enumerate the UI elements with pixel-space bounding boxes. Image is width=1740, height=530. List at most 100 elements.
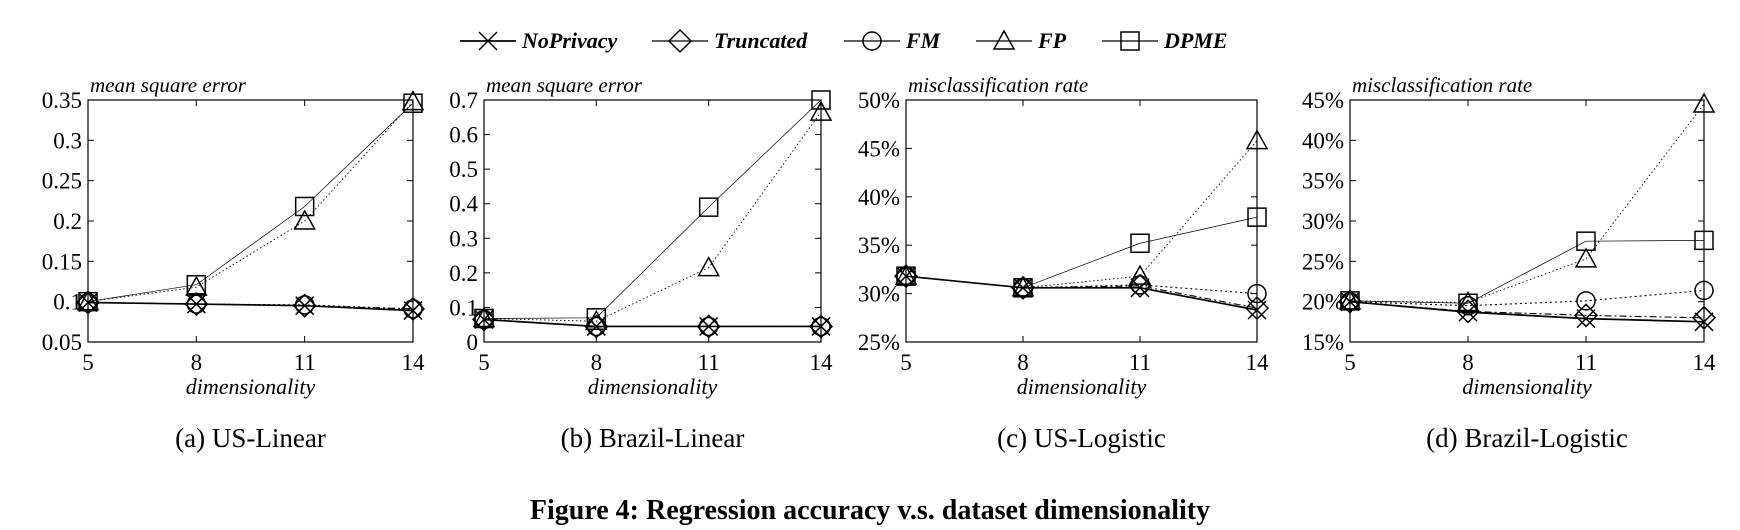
- x-tick-label: 5: [900, 350, 912, 375]
- y-axis-label: misclassification rate: [908, 73, 1088, 97]
- series-fp: [1338, 92, 1716, 312]
- data-point-dpme: [1458, 293, 1478, 314]
- x-tick-label: 11: [294, 350, 316, 375]
- data-point-dpme: [586, 308, 607, 328]
- legend-label-fp: FP: [1037, 28, 1067, 53]
- x-axis-label: dimensionality: [1017, 374, 1147, 399]
- x-tick-label: 8: [591, 350, 603, 375]
- y-tick-label: 20%: [1302, 290, 1344, 315]
- data-point-fm: [1247, 283, 1267, 304]
- legend-marker-fp: [992, 29, 1016, 50]
- chart-panel-b-brazil-linear: 0 0.1 0.2 0.3 0.4 0.5 0.6 0.7 5 8 11 14 mean square …: [449, 73, 834, 453]
- series-noprivacy: [474, 309, 831, 336]
- y-tick-label: 35%: [858, 233, 900, 258]
- y-tick-label: 25%: [858, 330, 900, 355]
- data-point-noprivacy: [1576, 309, 1596, 329]
- data-point-fp: [894, 264, 918, 285]
- data-point-fp: [697, 256, 720, 277]
- data-point-fm: [294, 295, 315, 315]
- data-point-fp: [1245, 129, 1269, 150]
- series-line-noprivacy: [87, 301, 414, 312]
- data-point-truncated: [75, 290, 101, 315]
- data-point-dpme: [1013, 278, 1033, 298]
- data-point-fp: [1338, 289, 1362, 310]
- data-point-fm: [1576, 291, 1596, 311]
- series-dpme: [474, 90, 831, 329]
- x-tick-label: 8: [191, 350, 203, 375]
- y-tick-label: 0.6: [449, 123, 478, 148]
- x-tick-label: 14: [1693, 350, 1717, 375]
- series-line-fp: [1349, 103, 1705, 303]
- series-line-fp: [905, 140, 1258, 289]
- y-axis-label: mean square error: [90, 73, 247, 97]
- series-line-dpme: [483, 99, 822, 319]
- y-tick-label: 0.2: [53, 209, 82, 234]
- y-tick-label: 0.3: [53, 128, 82, 153]
- y-tick-label: 30%: [858, 282, 900, 307]
- data-point-truncated: [808, 314, 834, 339]
- panel-caption: (a) US-Linear: [175, 423, 326, 453]
- y-tick-label: 0.25: [42, 169, 82, 194]
- figure-caption: Figure 4: Regression accuracy v.s. datas…: [530, 495, 1210, 526]
- x-tick-label: 14: [402, 350, 426, 375]
- data-point-dpme: [474, 308, 494, 329]
- x-tick-label: 11: [1575, 350, 1597, 375]
- chart-panel-d-brazil-logistic: 15% 20% 25% 30% 35% 40% 45% 5 8 11 14 misclassifica…: [1302, 73, 1717, 453]
- data-point-fp: [401, 90, 425, 111]
- legend-label-dpme: DPME: [1163, 28, 1228, 53]
- data-point-fp: [185, 275, 208, 296]
- data-point-noprivacy: [1694, 312, 1714, 332]
- data-point-truncated: [184, 292, 209, 317]
- data-point-fm: [811, 316, 831, 337]
- data-point-truncated: [1455, 299, 1481, 324]
- data-point-dpme: [1130, 233, 1150, 254]
- y-tick-label: 0.35: [42, 88, 82, 113]
- data-point-fp: [585, 309, 608, 331]
- y-tick-label: 50%: [858, 88, 900, 113]
- data-point-truncated: [1573, 303, 1599, 328]
- series-noprivacy: [896, 266, 1267, 320]
- legend-item-fm: FM: [844, 28, 942, 53]
- series-fp: [472, 100, 833, 331]
- legend-label-fm: FM: [905, 28, 942, 53]
- data-point-truncated: [1010, 275, 1036, 300]
- y-tick-label: 0.1: [449, 295, 478, 320]
- series-fp: [894, 129, 1269, 297]
- x-tick-label: 11: [1129, 350, 1151, 375]
- x-axis-label: dimensionality: [588, 374, 718, 399]
- data-point-truncated: [1337, 289, 1363, 314]
- y-tick-label: 0: [467, 330, 479, 355]
- data-point-dpme: [78, 291, 98, 312]
- data-point-dpme: [186, 274, 207, 295]
- data-point-fm: [1694, 280, 1714, 301]
- data-point-fp: [1128, 264, 1152, 285]
- data-point-fp: [809, 100, 833, 121]
- data-point-fm: [403, 299, 423, 319]
- data-point-fp: [1456, 290, 1480, 312]
- data-point-dpme: [294, 196, 315, 217]
- y-tick-label: 0.2: [449, 261, 478, 286]
- data-point-truncated: [292, 293, 317, 318]
- legend-item-fp: FP: [976, 28, 1067, 53]
- y-tick-label: 30%: [1302, 209, 1344, 234]
- data-point-dpme: [698, 197, 719, 217]
- x-axis-label: dimensionality: [1462, 374, 1592, 399]
- legend-marker-noprivacy: [478, 31, 498, 51]
- x-tick-label: 5: [478, 350, 490, 375]
- series-fm: [896, 266, 1267, 304]
- y-tick-label: 0.7: [449, 88, 478, 113]
- series-truncated: [1337, 289, 1717, 330]
- series-line-fm: [1349, 289, 1705, 307]
- plot-frame: [483, 99, 822, 343]
- y-axis-label: misclassification rate: [1352, 73, 1532, 97]
- legend-item-dpme: DPME: [1102, 28, 1228, 53]
- x-tick-label: 8: [1017, 350, 1029, 375]
- x-tick-label: 14: [810, 350, 834, 375]
- y-tick-label: 25%: [1302, 249, 1344, 274]
- plot-frame: [905, 99, 1258, 343]
- series-line-dpme: [905, 216, 1258, 289]
- series-dpme: [896, 207, 1267, 298]
- series-fp: [76, 90, 425, 311]
